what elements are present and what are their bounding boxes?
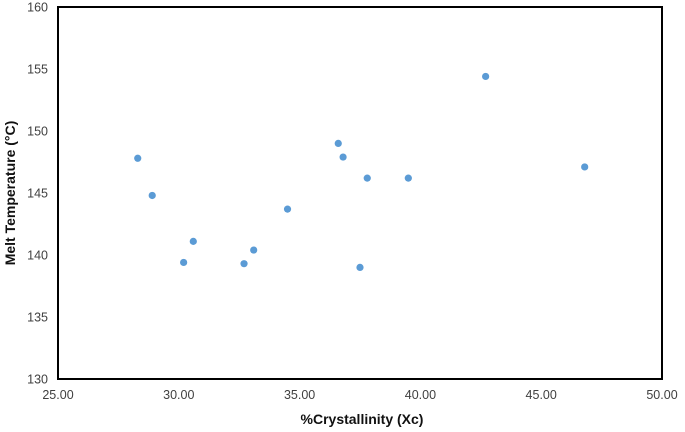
data-point [134,154,142,162]
y-tick-label: 135 [27,311,48,325]
x-tick-label: 25.00 [42,388,73,402]
data-point [189,237,197,245]
data-point [339,153,347,161]
x-tick-label: 35.00 [284,388,315,402]
data-point [363,174,371,182]
x-tick-label: 50.00 [646,388,677,402]
data-point [148,191,156,200]
y-axis-tick-labels: 130 135 140 145 150 155 160 [27,1,48,387]
plot-area-group [57,6,663,380]
data-point [334,139,342,147]
data-point [180,258,188,267]
x-axis-title: %Crystallinity (Xc) [301,411,424,427]
data-point [250,246,258,254]
y-tick-label: 130 [27,373,48,387]
x-tick-label: 45.00 [526,388,557,402]
x-tick-label: 30.00 [163,388,194,402]
y-axis-title: Melt Temperature (°C) [2,121,18,266]
data-points [134,72,589,271]
x-tick-label: 40.00 [405,388,436,402]
y-tick-label: 140 [27,249,48,263]
data-point [581,163,589,171]
x-axis-tick-labels: 25.00 30.00 35.00 40.00 45.00 50.00 [42,388,677,402]
y-tick-label: 150 [27,125,48,139]
data-point [482,72,490,81]
data-point [404,174,412,182]
data-point [240,260,248,268]
y-tick-label: 145 [27,187,48,201]
plot-area-frame [57,6,663,380]
y-tick-label: 160 [27,1,48,15]
data-point [356,263,364,271]
y-tick-label: 155 [27,63,48,77]
data-point [283,205,292,213]
